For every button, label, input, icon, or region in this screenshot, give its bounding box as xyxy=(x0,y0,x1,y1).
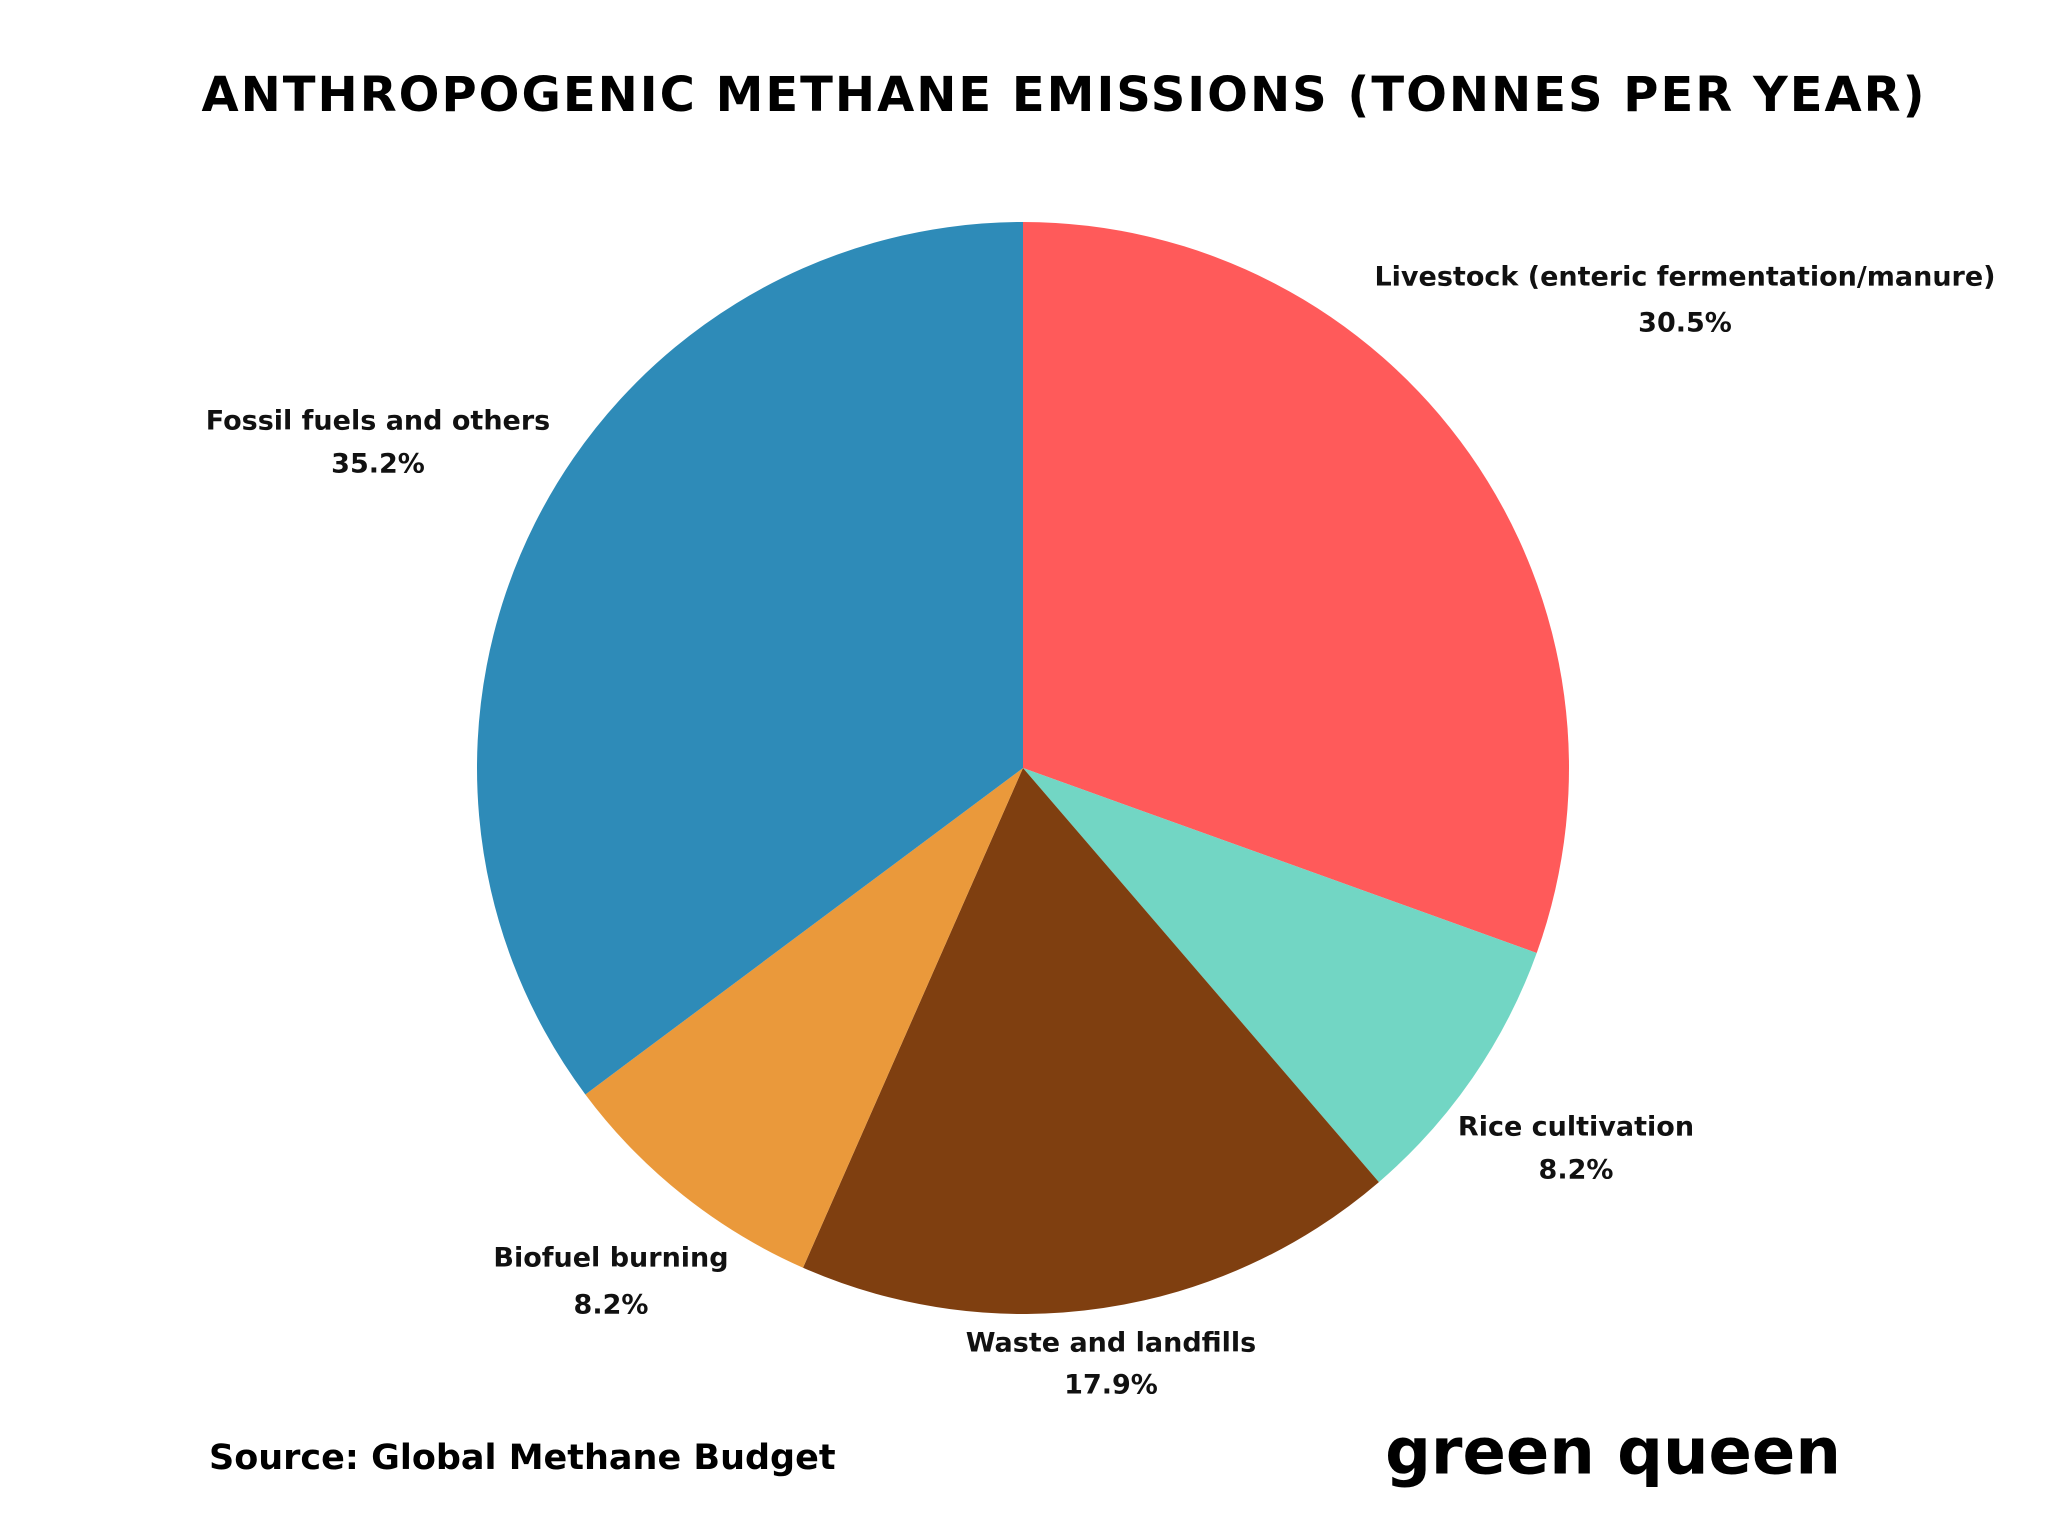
source: Source: Global Methane Budget xyxy=(209,1438,836,1478)
brand: green queen xyxy=(1385,1416,1841,1490)
slice-label: Waste and landfills xyxy=(966,1328,1257,1359)
slice-label: Fossil fuels and others xyxy=(206,406,551,437)
pie-slice xyxy=(1023,768,1537,1183)
value-label: 8.2% xyxy=(1539,1155,1614,1186)
slice-label: Rice cultivation xyxy=(1458,1112,1694,1143)
value-label: 17.9% xyxy=(1064,1370,1158,1401)
slice-label: Biofuel burning xyxy=(493,1243,728,1274)
chart-title: ANTHROPOGENIC METHANE EMISSIONS (TONNES … xyxy=(201,67,1926,123)
value-label: 30.5% xyxy=(1638,308,1732,339)
value-label: 8.2% xyxy=(574,1290,649,1321)
pie-slice xyxy=(803,768,1379,1314)
value-label: 35.2% xyxy=(331,449,425,480)
pie-slice xyxy=(585,768,1023,1268)
pie-slice xyxy=(1023,222,1570,953)
slice-label: Livestock (enteric fermentation/manure) xyxy=(1374,262,1995,293)
pie-slice xyxy=(477,221,1023,1095)
